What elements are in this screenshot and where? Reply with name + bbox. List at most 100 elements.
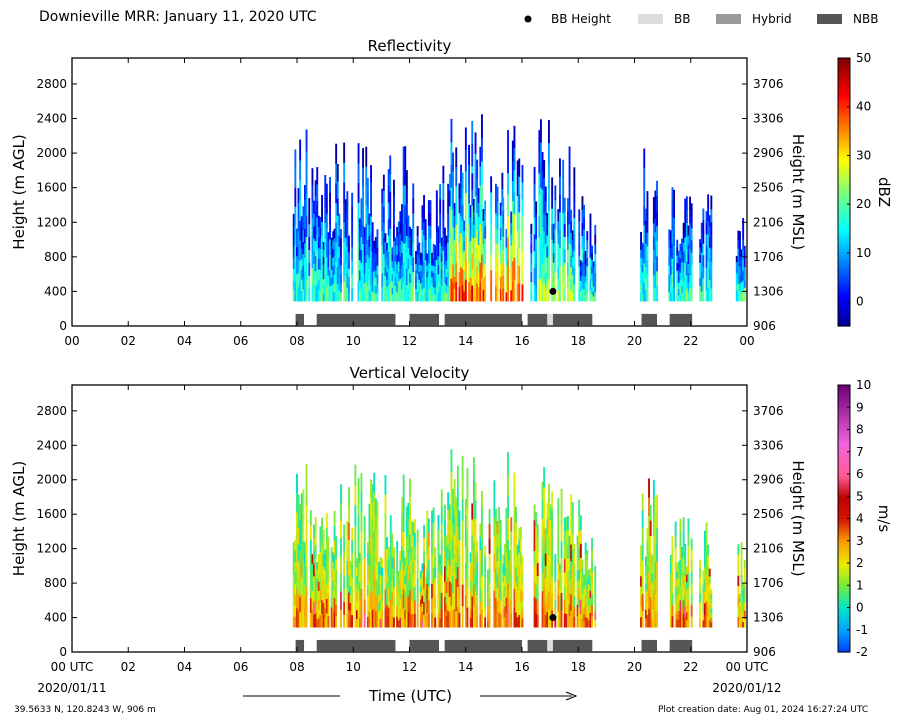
data-cell bbox=[510, 278, 513, 291]
data-cell bbox=[581, 196, 584, 210]
data-cell bbox=[535, 263, 538, 277]
data-cell bbox=[687, 253, 690, 264]
data-cell bbox=[302, 489, 305, 508]
data-cell bbox=[490, 254, 493, 271]
data-cell bbox=[360, 288, 363, 302]
data-cell bbox=[302, 541, 305, 559]
data-cell bbox=[455, 594, 458, 612]
legend-swatch-2 bbox=[716, 14, 741, 24]
colorbar-cell bbox=[838, 107, 850, 110]
data-cell bbox=[551, 491, 554, 509]
data-cell bbox=[366, 605, 369, 617]
data-cell bbox=[401, 529, 403, 547]
data-cell bbox=[426, 253, 429, 260]
data-cell bbox=[487, 598, 489, 607]
data-cell bbox=[674, 600, 677, 615]
data-cell bbox=[340, 274, 342, 284]
data-cell bbox=[294, 149, 297, 169]
data-cell bbox=[407, 611, 410, 628]
data-cell bbox=[589, 590, 592, 599]
data-cell bbox=[649, 596, 652, 613]
data-cell bbox=[407, 502, 410, 519]
data-cell bbox=[305, 236, 308, 259]
data-cell bbox=[739, 622, 741, 628]
data-cell bbox=[648, 589, 650, 609]
data-cell bbox=[332, 561, 335, 572]
data-cell bbox=[559, 611, 561, 620]
colorbar-cell bbox=[838, 627, 850, 631]
data-cell bbox=[416, 244, 419, 255]
data-cell bbox=[333, 255, 336, 266]
data-cell bbox=[401, 204, 403, 217]
colorbar-cell bbox=[838, 178, 850, 182]
data-cell bbox=[499, 276, 502, 290]
data-cell bbox=[319, 269, 322, 281]
data-cell bbox=[413, 559, 416, 574]
data-cell bbox=[322, 553, 325, 567]
data-cell bbox=[340, 292, 342, 302]
data-cell bbox=[409, 236, 411, 246]
data-cell bbox=[702, 220, 705, 233]
data-cell bbox=[646, 204, 649, 219]
data-cell bbox=[343, 588, 346, 602]
data-cell bbox=[570, 577, 573, 595]
colorbar-cell bbox=[838, 540, 850, 544]
data-cell bbox=[682, 517, 685, 532]
data-cell bbox=[437, 529, 440, 544]
data-cell bbox=[707, 207, 710, 222]
data-cell bbox=[594, 604, 597, 613]
colorbar-cell bbox=[838, 263, 850, 267]
data-cell bbox=[484, 555, 487, 567]
data-cell bbox=[476, 594, 479, 606]
data-cell bbox=[378, 618, 380, 628]
data-cell bbox=[302, 592, 305, 611]
data-cell bbox=[335, 581, 338, 594]
data-cell bbox=[434, 587, 437, 598]
data-cell bbox=[346, 560, 349, 575]
data-cell bbox=[740, 294, 743, 302]
data-cell bbox=[431, 597, 433, 613]
data-cell bbox=[458, 271, 461, 287]
data-cell bbox=[521, 266, 524, 285]
data-cell bbox=[351, 577, 354, 591]
data-cell bbox=[743, 294, 746, 302]
data-cell bbox=[409, 515, 411, 535]
data-cell bbox=[397, 592, 400, 600]
data-cell bbox=[685, 589, 688, 598]
colorbar-label: m/s bbox=[875, 505, 893, 533]
data-cell bbox=[402, 588, 405, 609]
data-cell bbox=[321, 221, 323, 236]
data-cell bbox=[495, 271, 497, 287]
data-cell bbox=[573, 554, 576, 566]
data-cell bbox=[434, 547, 437, 558]
data-cell bbox=[437, 273, 440, 284]
colorbar-cell bbox=[838, 580, 850, 584]
data-cell bbox=[324, 238, 327, 255]
data-cell bbox=[308, 223, 311, 238]
data-cell bbox=[498, 597, 501, 613]
data-cell bbox=[479, 523, 482, 537]
data-cell bbox=[687, 599, 690, 614]
data-cell bbox=[742, 621, 745, 628]
data-cell bbox=[309, 612, 312, 628]
data-cell bbox=[405, 186, 408, 204]
colorbar-cell bbox=[838, 225, 850, 229]
data-cell bbox=[690, 264, 693, 277]
data-cell bbox=[402, 204, 405, 225]
data-cell bbox=[401, 497, 403, 514]
data-cell bbox=[354, 586, 357, 608]
data-cell bbox=[669, 609, 672, 619]
data-cell bbox=[389, 599, 392, 614]
colorbar-cell bbox=[838, 487, 850, 491]
data-cell bbox=[332, 274, 335, 284]
data-cell bbox=[299, 139, 302, 161]
data-cell bbox=[592, 281, 595, 287]
xtick-label: 00 UTC bbox=[51, 660, 94, 674]
data-cell bbox=[336, 283, 339, 302]
data-cell bbox=[309, 568, 312, 584]
data-cell bbox=[444, 264, 446, 274]
colorbar-cell bbox=[838, 491, 850, 495]
data-cell bbox=[502, 197, 505, 211]
data-cell bbox=[362, 262, 364, 283]
data-cell bbox=[409, 254, 411, 265]
